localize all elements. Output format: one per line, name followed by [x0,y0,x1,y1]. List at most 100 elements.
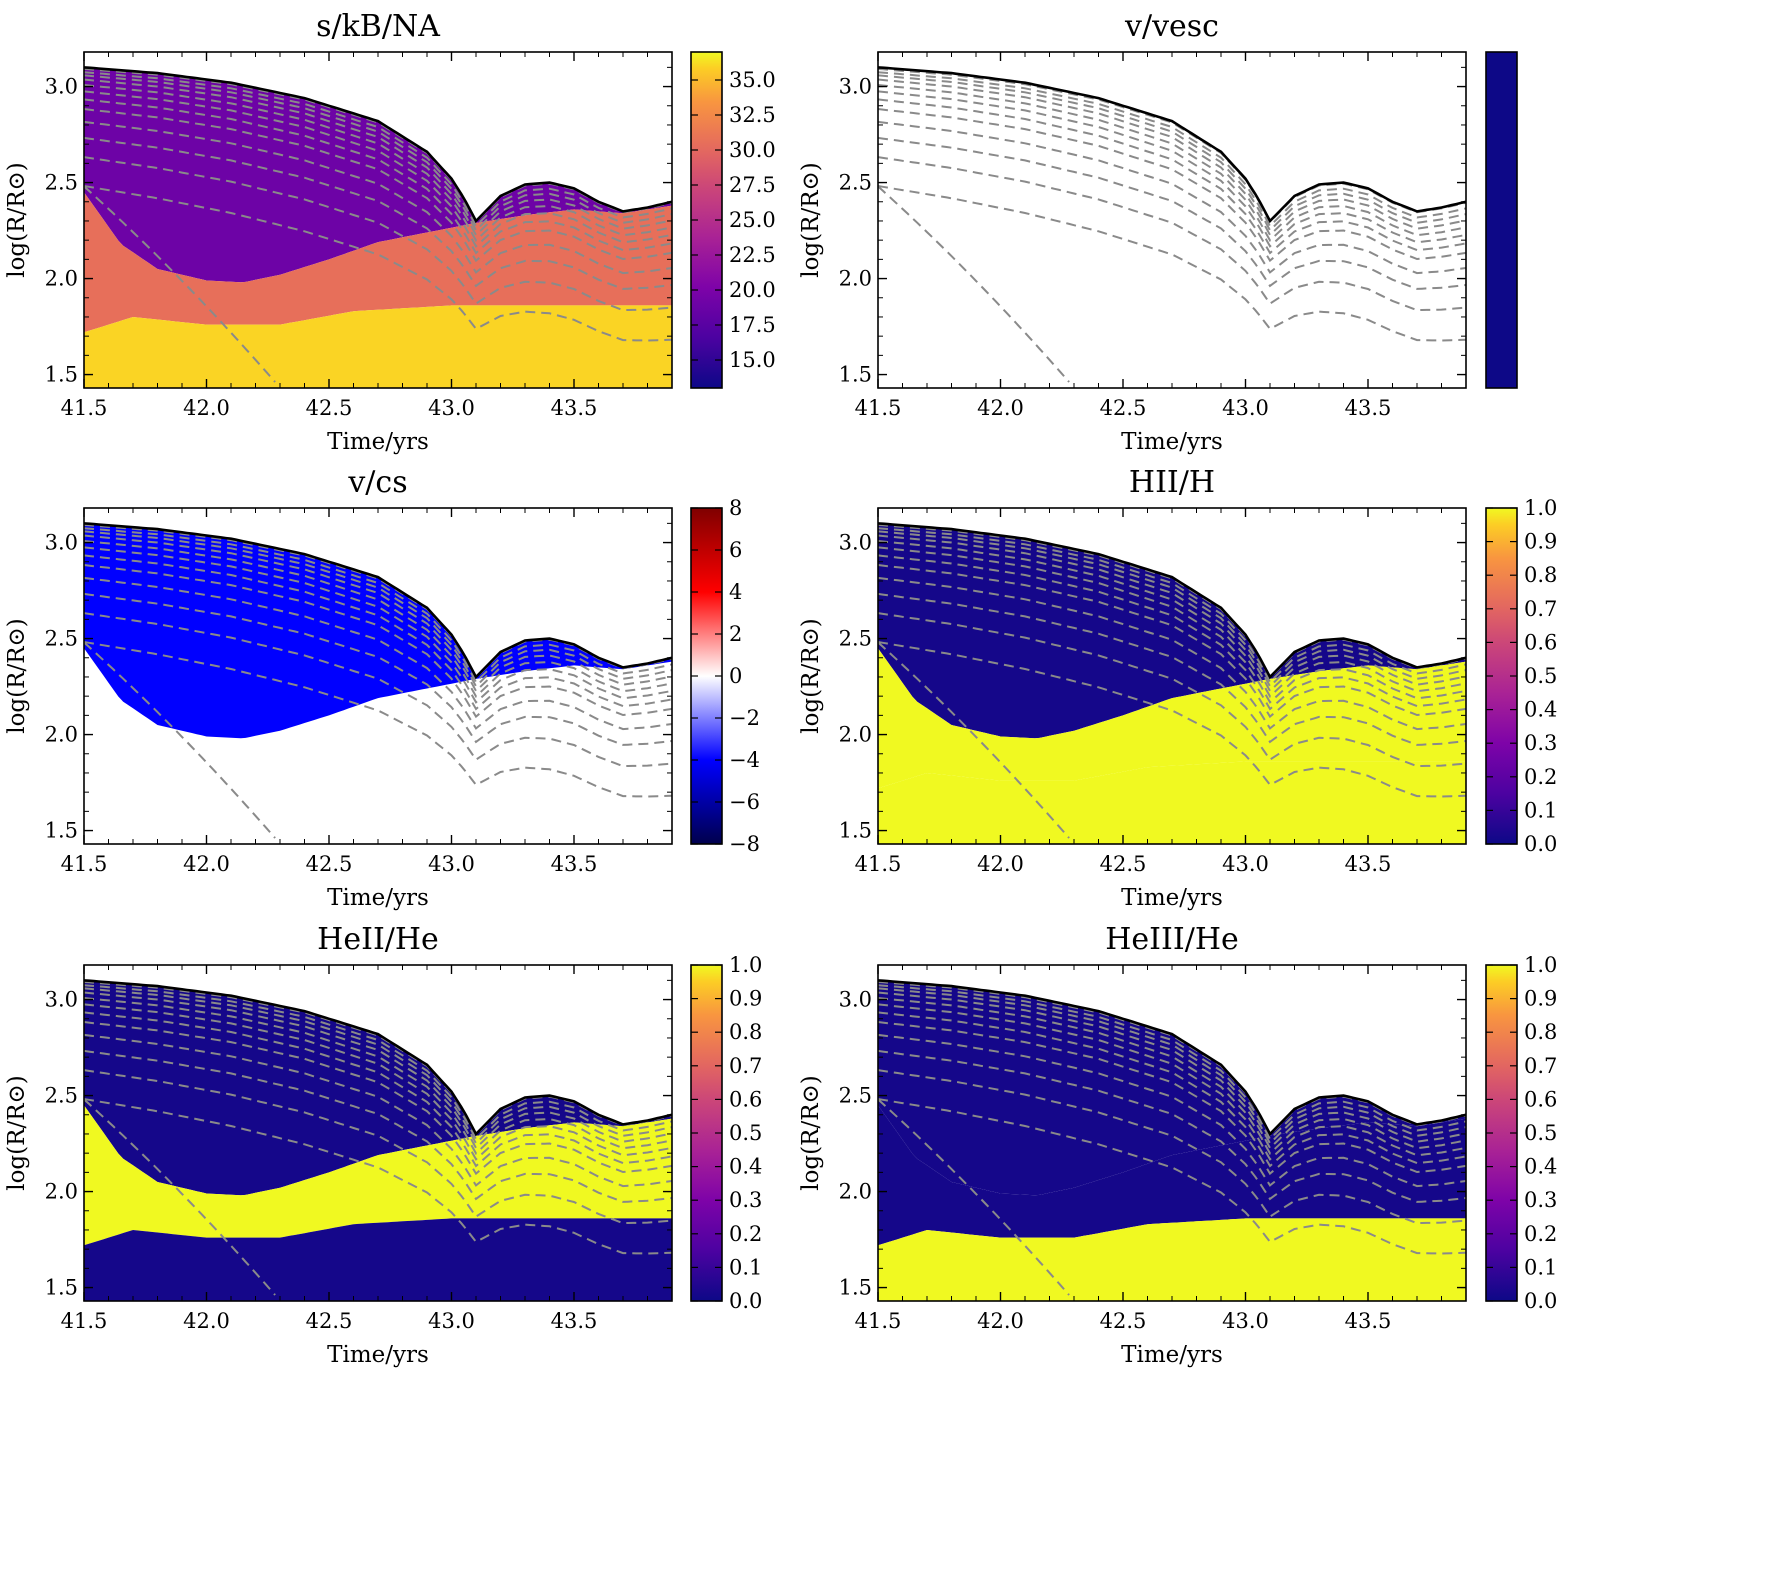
colorbar-tick-label: 32.5 [729,103,776,127]
colorbar-tick-label: 0.3 [729,1188,762,1212]
colorbar-tick-label: 0 [729,664,742,688]
x-tick-label: 41.5 [61,396,108,420]
y-axis-label: log(R/R⊙) [798,1075,824,1191]
y-tick-label: 2.0 [45,723,78,747]
region-core [84,1218,672,1301]
mass-shell-4 [84,991,672,1150]
mass-shell-5 [84,997,672,1156]
y-tick-label: 1.5 [45,1276,78,1300]
colorbar-tick-label: 30.0 [729,138,776,162]
mass-shell-3 [878,530,1466,688]
x-tick-label: 43.0 [1222,396,1269,420]
y-tick-label: 1.5 [839,819,872,843]
mass-shell-9 [84,576,672,731]
colorbar-tick-label: 0.0 [1524,832,1557,856]
y-tick-label: 2.5 [839,627,872,651]
mass-shell-inner [84,1098,276,1296]
surface-line [878,522,1466,680]
x-tick-label: 43.5 [1345,852,1392,876]
y-tick-label: 3.0 [45,988,78,1012]
mass-shell-inner [84,185,276,383]
x-tick-label: 42.5 [1100,852,1147,876]
mass-shell-5 [878,997,1466,1156]
y-tick-label: 2.5 [839,171,872,195]
region-envelope [84,67,672,283]
x-axis-label: Time/yrs [1121,885,1223,911]
mass-shell-11 [878,612,1466,768]
colorbar [1485,51,1518,389]
mass-shell-8 [84,564,672,719]
mass-shell-3 [878,74,1466,232]
x-tick-label: 42.0 [977,396,1024,420]
x-tick-label: 43.5 [551,852,598,876]
mass-shell-5 [84,84,672,243]
x-axis-label: Time/yrs [1121,429,1223,455]
x-tick-label: 41.5 [855,396,902,420]
x-tick-label: 43.0 [428,852,475,876]
panel-title: v/cs [347,465,407,500]
y-tick-label: 2.0 [839,1180,872,1204]
y-tick-label: 3.0 [839,531,872,555]
y-tick-label: 2.0 [839,267,872,291]
colorbar-tick-label: 0.2 [729,1222,762,1246]
y-tick-label: 2.5 [45,627,78,651]
y-tick-label: 3.0 [839,988,872,1012]
x-tick-label: 42.5 [306,1309,353,1333]
region-core [878,1218,1466,1301]
mass-shell-12 [84,1098,672,1255]
mass-shell-7 [878,554,1466,711]
panel-1: s/kB/NA 41.5 42.0 42.5 43.0 43.5 1.5 2.0 2.5 3.0 T… [4,9,776,455]
plot-area-6 [878,979,1466,1301]
mass-shell-1 [84,981,672,1137]
mass-shell-12 [878,1098,1466,1255]
colorbar-tick-label: 35.0 [729,68,776,92]
mass-shell-6 [84,1003,672,1161]
mass-shell-9 [84,1033,672,1188]
y-tick-label: 1.5 [45,819,78,843]
surface-line [878,66,1466,224]
mass-shell-1 [878,981,1466,1137]
x-axis-label: Time/yrs [327,1342,429,1368]
y-tick-label: 3.0 [839,75,872,99]
colorbar-tick-label: 20.0 [729,278,776,302]
x-axis-label: Time/yrs [1121,1342,1223,1368]
mass-shell-10 [878,592,1466,746]
y-tick-label: 1.5 [45,363,78,387]
mass-shell-9 [878,576,1466,731]
colorbar-tick-label: 0.0 [1524,1289,1557,1313]
mass-shell-3 [84,74,672,232]
mass-shell-8 [84,1021,672,1176]
mass-shell-7 [84,98,672,255]
mass-shell-6 [878,546,1466,704]
mass-shell-2 [878,984,1466,1141]
y-axis-label: log(R/R⊙) [4,162,30,278]
mass-shell-5 [878,540,1466,699]
plot-area-5 [84,979,672,1301]
mass-shell-3 [878,987,1466,1145]
x-tick-label: 43.0 [428,396,475,420]
colorbar-tick-label: 0.7 [729,1054,762,1078]
y-tick-label: 2.0 [45,1180,78,1204]
colorbar-tick-label: 0.2 [1524,765,1557,789]
colorbar-tick-label: 1.0 [1524,496,1557,520]
mass-shell-2 [84,984,672,1141]
mass-shell-6 [84,90,672,248]
colorbar-tick-label: 0.4 [729,1155,762,1179]
colorbar-tick-label: 0.9 [1524,987,1557,1011]
plot-area-3 [84,522,672,839]
x-tick-label: 42.0 [977,852,1024,876]
x-tick-label: 41.5 [855,1309,902,1333]
mass-shell-11 [84,612,672,768]
mass-shell-12 [878,641,1466,798]
y-axis-label: log(R/R⊙) [4,618,30,734]
y-axis-label: log(R/R⊙) [798,162,824,278]
x-tick-label: 41.5 [61,852,108,876]
mass-shell-5 [878,84,1466,243]
colorbar-tick-label: 0.3 [1524,1188,1557,1212]
mass-shell-12 [878,185,1466,342]
mass-shell-11 [84,1069,672,1225]
mass-shell-4 [878,534,1466,693]
colorbar-tick-label: 0.3 [1524,731,1557,755]
panel-3: v/cs 41.5 42.0 42.5 43.0 43.5 1.5 2.0 2.5 3.0 Time… [4,465,760,911]
surface-line [84,66,672,224]
